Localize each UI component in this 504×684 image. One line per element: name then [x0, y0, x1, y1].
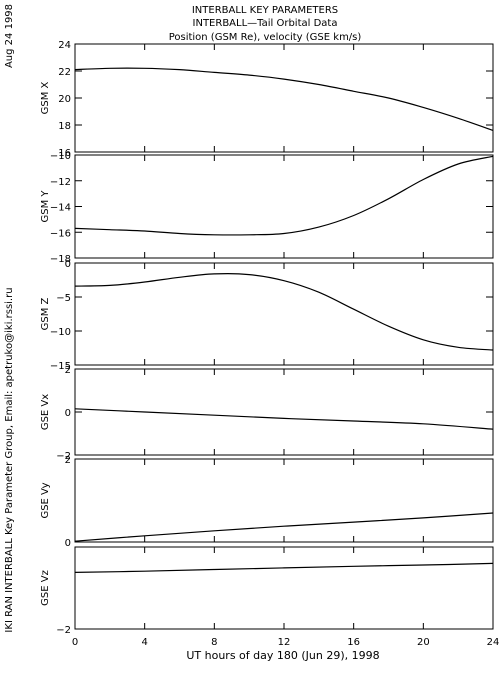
y-tick-label: 0: [65, 538, 71, 549]
y-axis-label-gsm-x: GSM X: [40, 81, 51, 114]
x-tick-label: 4: [141, 637, 147, 648]
y-tick-label: −12: [50, 177, 71, 188]
chart-title-line1: INTERBALL KEY PARAMETERS: [192, 5, 338, 16]
x-tick-label: 16: [347, 637, 360, 648]
series-line-gsm-y: [74, 155, 494, 236]
y-tick-label: 0: [65, 259, 71, 270]
y-axis-label-gse-vy: GSE Vy: [40, 482, 51, 518]
series-line-gsm-z: [74, 272, 494, 351]
series-line-gse-vx: [74, 408, 494, 430]
y-tick-label: 18: [58, 121, 71, 132]
series-line-gse-vy: [74, 512, 494, 542]
y-tick-label: 2: [65, 365, 71, 376]
x-tick-label: 12: [278, 637, 291, 648]
panel-frame-gsm-z: [74, 262, 494, 366]
x-tick-label: 24: [487, 637, 500, 648]
y-tick-label: 24: [58, 40, 71, 51]
y-tick-label: −15: [50, 361, 71, 372]
panel-frame-gse-vz: [74, 546, 494, 630]
y-axis-label-gse-vx: GSE Vx: [40, 394, 51, 430]
x-axis-label: UT hours of day 180 (Jun 29), 1998: [186, 649, 379, 662]
panel-frame-gse-vy: [74, 458, 494, 543]
x-tick-label: 20: [417, 637, 430, 648]
panel-frame-gsm-x: [74, 43, 494, 153]
y-tick-label: 20: [58, 94, 71, 105]
y-tick-label: −10: [50, 151, 71, 162]
y-tick-label: −16: [50, 228, 71, 239]
y-axis-label-gsm-z: GSM Z: [40, 297, 51, 330]
y-axis-label-gsm-y: GSM Y: [40, 190, 51, 223]
panel-frame-gsm-y: [74, 154, 494, 259]
series-line-gse-vz: [74, 562, 494, 573]
y-tick-label: −5: [56, 293, 71, 304]
chart-title-line2: INTERBALL—Tail Orbital Data: [193, 18, 338, 29]
y-tick-label: 2: [65, 455, 71, 466]
chart-title-line3: Position (GSM Re), velocity (GSE km/s): [169, 32, 362, 43]
y-axis-label-gse-vz: GSE Vz: [40, 570, 51, 606]
y-tick-label: 16: [58, 148, 71, 159]
y-tick-label: −2: [56, 625, 71, 636]
y-tick-label: 0: [65, 408, 71, 419]
y-tick-label: −18: [50, 254, 71, 265]
side-date-label: Aug 24 1998: [4, 4, 15, 68]
y-tick-label: −2: [56, 451, 71, 462]
side-credit-label: IKI RAN INTERBALL Key Parameter Group, E…: [4, 287, 15, 632]
y-tick-label: −10: [50, 327, 71, 338]
y-tick-label: −14: [50, 203, 71, 214]
x-tick-label: 0: [72, 637, 78, 648]
x-tick-label: 8: [211, 637, 217, 648]
series-line-gsm-x: [74, 67, 494, 131]
y-tick-label: 22: [58, 67, 71, 78]
